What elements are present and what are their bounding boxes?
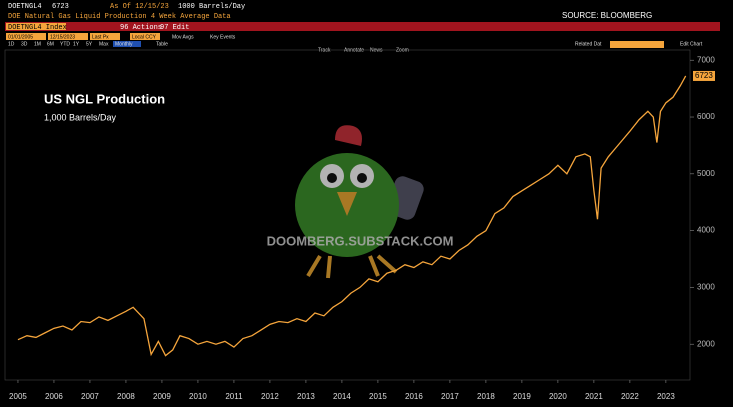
mov-avgs[interactable]: Mov Avgs — [172, 34, 194, 40]
series-line — [17, 75, 687, 357]
field-box[interactable] — [90, 33, 120, 40]
x-tick-label: 2007 — [81, 392, 99, 401]
period-button[interactable]: 6M — [47, 41, 54, 47]
x-tick-label: 2019 — [513, 392, 531, 401]
x-tick-label: 2013 — [297, 392, 315, 401]
period-button[interactable]: 5Y — [86, 41, 93, 47]
x-tick-label: 2020 — [549, 392, 567, 401]
x-tick-label: 2023 — [657, 392, 675, 401]
last-price: 6723 — [52, 3, 69, 11]
end-date-box[interactable] — [48, 33, 88, 40]
chart-tool[interactable]: Annotate — [344, 47, 364, 53]
mascot — [295, 125, 424, 279]
period-button[interactable]: 3D — [21, 41, 28, 47]
table-toggle[interactable]: Table — [156, 41, 168, 47]
end-date[interactable]: 12/15/2023 — [50, 34, 75, 40]
as-of: As Of 12/15/23 — [110, 3, 169, 11]
key-events[interactable]: Key Events — [210, 34, 236, 40]
x-tick-label: 2012 — [261, 392, 279, 401]
currency[interactable]: Local CCY — [132, 34, 157, 40]
last-value-badge — [693, 70, 715, 81]
x-tick-label: 2010 — [189, 392, 207, 401]
start-date-box[interactable] — [6, 33, 46, 40]
watermark: DOOMBERG.SUBSTACK.COM — [267, 233, 454, 248]
x-tick-label: 2008 — [117, 392, 135, 401]
start-date[interactable]: 01/01/2005 — [8, 34, 33, 40]
last-value-label: 6723 — [695, 71, 713, 80]
currency-box[interactable] — [130, 33, 160, 40]
units: 1000 Barrels/Day — [178, 3, 245, 11]
field[interactable]: Last Px — [92, 34, 109, 40]
x-tick-label: 2016 — [405, 392, 423, 401]
y-tick-label: 3000 — [697, 283, 715, 292]
actions-menu[interactable]: 96 Actions — [120, 24, 162, 32]
chart-tool[interactable]: Track — [318, 47, 331, 53]
edit-menu[interactable]: 97 Edit — [160, 24, 189, 32]
period-button[interactable]: 1Y — [73, 41, 80, 47]
security-box[interactable] — [6, 23, 66, 30]
chart-title: US NGL Production — [44, 91, 165, 106]
x-tick-label: 2021 — [585, 392, 603, 401]
x-tick-label: 2018 — [477, 392, 495, 401]
plot-frame — [4, 49, 691, 381]
period-button[interactable]: 1M — [34, 41, 41, 47]
x-tick-label: 2005 — [9, 392, 27, 401]
x-tick-label: 2015 — [369, 392, 387, 401]
y-tick-label: 5000 — [697, 169, 715, 178]
y-tick-label: 6000 — [697, 112, 715, 121]
y-tick-label: 4000 — [697, 226, 715, 235]
command-bar — [5, 22, 720, 31]
x-tick-label: 2017 — [441, 392, 459, 401]
frequency-box[interactable] — [113, 41, 141, 47]
ticker: DOETNGL4 — [8, 3, 42, 11]
security[interactable]: DOETNGL4 Index — [8, 24, 67, 32]
x-tick-label: 2011 — [225, 392, 243, 401]
description: DOE Natural Gas Liquid Production 4 Week… — [8, 13, 231, 21]
period-button[interactable]: Max — [99, 41, 109, 47]
period-button[interactable]: YTD — [60, 41, 70, 47]
x-tick-label: 2014 — [333, 392, 351, 401]
source: SOURCE: BLOOMBERG — [562, 11, 652, 20]
edit-chart[interactable]: Edit Chart — [680, 41, 703, 47]
x-tick-label: 2022 — [621, 392, 639, 401]
chart-tool[interactable]: Zoom — [396, 47, 409, 53]
x-tick-label: 2009 — [153, 392, 171, 401]
related-data-box[interactable] — [610, 41, 664, 48]
y-tick-label: 2000 — [697, 339, 715, 348]
period-button[interactable]: 1D — [8, 41, 15, 47]
x-tick-label: 2006 — [45, 392, 63, 401]
y-tick-label: 7000 — [697, 55, 715, 64]
chart-subtitle: 1,000 Barrels/Day — [44, 112, 117, 122]
related-data[interactable]: Related Dat — [575, 41, 602, 47]
chart-tool[interactable]: News — [370, 47, 383, 53]
frequency[interactable]: Monthly — [115, 41, 133, 47]
